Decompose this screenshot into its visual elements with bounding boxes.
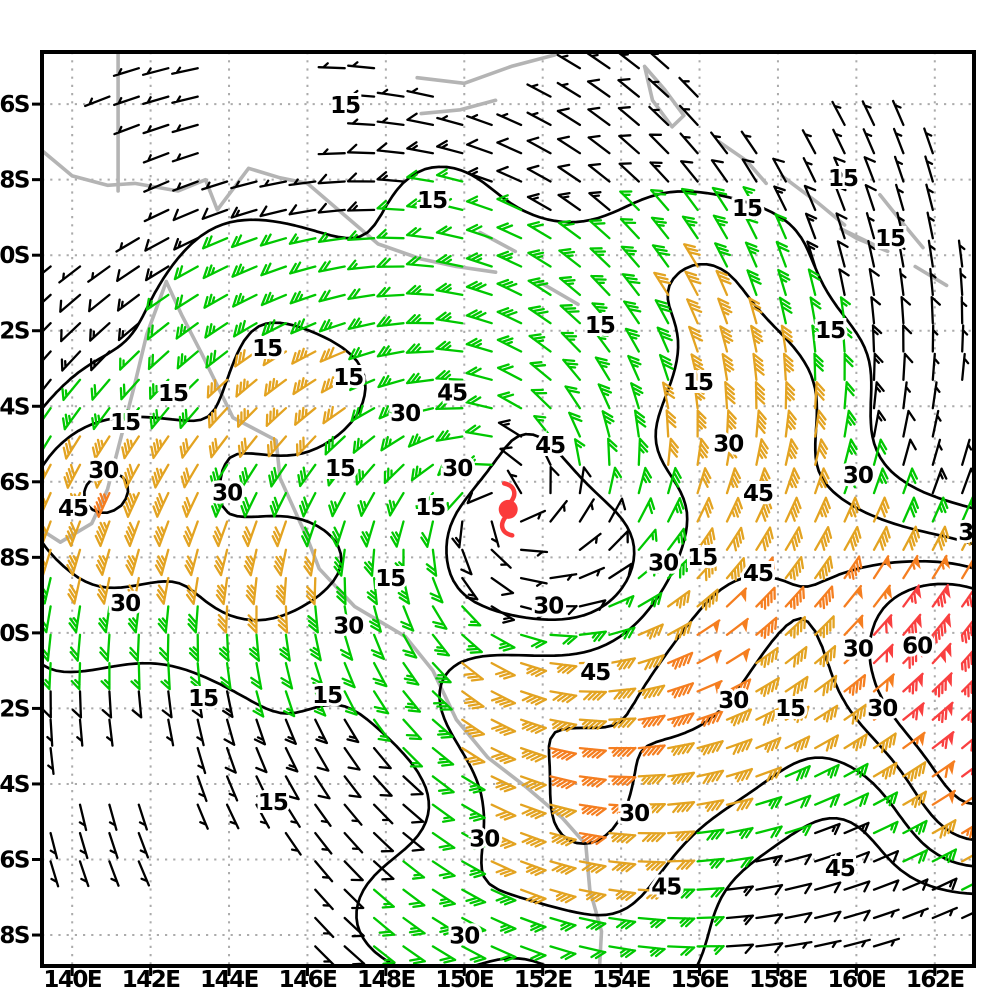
contour-label-30kt: 30 (533, 593, 563, 619)
contour-label-30kt: 30 (212, 480, 242, 506)
contour-label-15kt: 15 (330, 93, 360, 119)
coastline-louisiade-islands (537, 279, 580, 307)
contour-label-30kt: 30 (843, 636, 873, 662)
storm-symbol-bottom-hook (499, 515, 515, 538)
coastline-guadalcanal (838, 227, 890, 254)
x-tick-label-146E: 146E (279, 967, 338, 989)
x-tick-label-152E: 152E (514, 967, 573, 989)
y-tick-label-26S: 26S (0, 847, 29, 873)
wind-barbs-under-15kt (42, 52, 974, 966)
axis-ticks (32, 102, 937, 976)
contour-label-45kt: 45 (651, 874, 681, 900)
contour-label-30kt: 30 (648, 550, 678, 576)
contour-label-30kt: 30 (619, 801, 649, 827)
contour-label-15kt: 15 (687, 545, 717, 571)
y-tick-label-8S: 8S (0, 168, 29, 194)
isotach-contour-60kt (868, 582, 974, 806)
y-tick-label-12S: 12S (0, 319, 29, 345)
contour-label-30kt: 30 (333, 613, 363, 639)
contour-label-15kt: 15 (417, 188, 447, 214)
contour-label-15kt: 15 (158, 381, 188, 407)
contour-label-15kt: 15 (683, 370, 713, 396)
y-tick-label-10S: 10S (0, 243, 29, 269)
contour-label-30kt: 30 (110, 591, 140, 617)
x-tick-label-150E: 150E (435, 967, 494, 989)
contour-label-30kt: 30 (442, 456, 472, 482)
contour-label-15kt: 15 (333, 365, 363, 391)
y-tick-label-18S: 18S (0, 545, 29, 571)
x-tick-label-140E: 140E (43, 967, 102, 989)
x-tick-label-162E: 162E (906, 967, 965, 989)
contour-label-15kt: 15 (875, 226, 905, 252)
y-tick-label-20S: 20S (0, 621, 29, 647)
contour-label-15kt: 15 (110, 410, 140, 436)
contour-label-15kt: 15 (815, 318, 845, 344)
contour-labels: 15 15 15 15 15 15 15 15 15 15 15 15 15 15 15 15 15 15 15 15… (55, 90, 986, 953)
contour-label-45kt: 45 (743, 561, 773, 587)
coastline-new-britain-south (419, 98, 498, 116)
x-tick-label-156E: 156E (671, 967, 730, 989)
coastline-new-britain-coast (415, 53, 557, 86)
contour-label-45kt: 45 (58, 496, 88, 522)
y-tick-label-28S: 28S (0, 923, 29, 949)
x-tick-label-160E: 160E (828, 967, 887, 989)
contour-label-30kt: 30 (469, 826, 499, 852)
y-tick-label-14S: 14S (0, 394, 29, 420)
map-border (40, 50, 976, 968)
contour-label-15kt: 15 (828, 166, 858, 192)
coastline-cape-york-west-gulf-coast (42, 279, 169, 544)
x-tick-label-154E: 154E (592, 967, 651, 989)
storm-center-symbol (498, 481, 518, 538)
contour-label-15kt: 15 (312, 683, 342, 709)
wind-barbs-45-60kt (93, 491, 974, 846)
storm-center-dot (498, 499, 518, 519)
wind-barb-pennants-over-60kt (885, 583, 974, 746)
coastline-malaita (878, 193, 925, 250)
wind-barbs-15-30kt (42, 168, 974, 965)
y-tick-label-6S: 6S (0, 92, 29, 118)
axis-tick-labels: 140E 142E 144E 146E 148E 150E 152E 154E 156E 158E… (0, 92, 966, 989)
contour-label-45kt: 45 (535, 433, 565, 459)
x-tick-label-148E: 148E (357, 967, 416, 989)
contour-label-30kt: 30 (867, 696, 897, 722)
storm-symbol-top-hook (501, 481, 517, 504)
contour-label-15kt: 15 (188, 686, 218, 712)
contour-label-15kt: 15 (732, 196, 762, 222)
contour-label-30kt: 30 (713, 431, 743, 457)
contour-label-30kt: 30 (88, 458, 118, 484)
contour-label-15kt: 15 (585, 313, 615, 339)
contour-label-30kt: 30 (958, 520, 986, 546)
contour-label-15kt: 15 (258, 790, 288, 816)
wind-barbs (42, 52, 974, 966)
contour-label-45kt: 45 (580, 660, 610, 686)
contour-label-30kt: 30 (718, 688, 748, 714)
contour-label-60kt: 60 (902, 633, 932, 659)
x-tick-label-158E: 158E (749, 967, 808, 989)
contour-label-45kt: 45 (437, 380, 467, 406)
wind-barb-pennants-45-60kt (712, 554, 974, 805)
contour-label-15kt: 15 (325, 456, 355, 482)
x-tick-label-142E: 142E (122, 967, 181, 989)
y-tick-label-16S: 16S (0, 470, 29, 496)
contour-label-15kt: 15 (375, 566, 405, 592)
contour-label-30kt: 30 (449, 923, 479, 949)
y-tick-label-24S: 24S (0, 772, 29, 798)
coastline-santa-isabel (780, 174, 847, 227)
contour-label-15kt: 15 (252, 336, 282, 362)
coastline-bougainville (642, 64, 686, 129)
contour-label-45kt: 45 (825, 856, 855, 882)
contour-label-15kt: 15 (415, 495, 445, 521)
coastline-png-south-coast (42, 149, 498, 274)
y-tick-label-22S: 22S (0, 696, 29, 722)
contour-label-30kt: 30 (843, 463, 873, 489)
x-tick-label-144E: 144E (200, 967, 259, 989)
contour-label-30kt: 30 (390, 401, 420, 427)
contour-label-45kt: 45 (743, 481, 773, 507)
map-inner: 15 15 15 15 15 15 15 15 15 15 15 15 15 15 15 15 15 15 15 15… (42, 52, 986, 966)
contour-label-15kt: 15 (775, 696, 805, 722)
